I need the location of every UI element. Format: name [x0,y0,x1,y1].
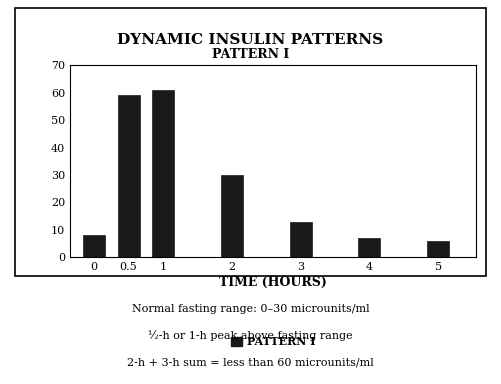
Bar [427,241,449,257]
Legend: PATTERN I: PATTERN I [226,332,320,352]
Bar [221,175,243,257]
Bar [118,96,140,257]
Text: Normal fasting range: 0–30 microunits/ml: Normal fasting range: 0–30 microunits/ml [132,304,369,314]
Bar [83,235,105,257]
Bar [290,222,312,257]
Bar [358,238,380,257]
Text: PATTERN I: PATTERN I [212,48,289,61]
Bar [152,90,174,257]
X-axis label: TIME (HOURS): TIME (HOURS) [219,276,327,289]
Text: ½-h or 1-h peak above fasting range: ½-h or 1-h peak above fasting range [148,331,353,341]
Text: 2-h + 3-h sum = less than 60 microunits/ml: 2-h + 3-h sum = less than 60 microunits/… [127,358,374,368]
Text: DYNAMIC INSULIN PATTERNS: DYNAMIC INSULIN PATTERNS [117,33,384,47]
